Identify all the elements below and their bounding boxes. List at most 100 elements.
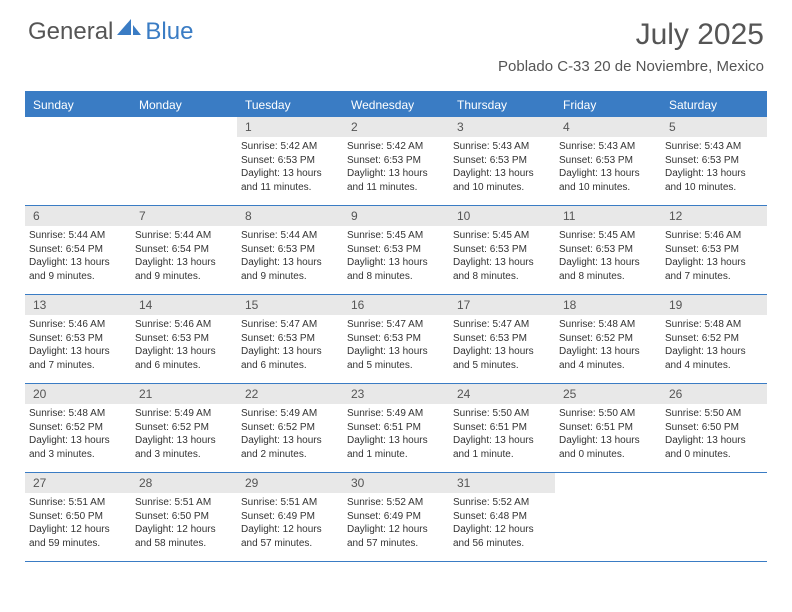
sunrise-line: Sunrise: 5:44 AM — [29, 229, 125, 243]
calendar-cell: 16Sunrise: 5:47 AMSunset: 6:53 PMDayligh… — [343, 295, 449, 383]
day-number: 4 — [555, 117, 661, 137]
calendar-cell: 8Sunrise: 5:44 AMSunset: 6:53 PMDaylight… — [237, 206, 343, 294]
sunrise-line: Sunrise: 5:49 AM — [135, 407, 231, 421]
day-info: Sunrise: 5:44 AMSunset: 6:54 PMDaylight:… — [131, 226, 237, 286]
daylight-line: Daylight: 13 hours and 4 minutes. — [559, 345, 655, 372]
day-info: Sunrise: 5:50 AMSunset: 6:50 PMDaylight:… — [661, 404, 767, 464]
daylight-line: Daylight: 13 hours and 8 minutes. — [559, 256, 655, 283]
sunset-line: Sunset: 6:51 PM — [559, 421, 655, 435]
sunset-line: Sunset: 6:52 PM — [135, 421, 231, 435]
day-number: 21 — [131, 384, 237, 404]
week-row: 20Sunrise: 5:48 AMSunset: 6:52 PMDayligh… — [25, 384, 767, 473]
day-info: Sunrise: 5:48 AMSunset: 6:52 PMDaylight:… — [661, 315, 767, 375]
daylight-line: Daylight: 13 hours and 5 minutes. — [347, 345, 443, 372]
logo-text-blue: Blue — [145, 18, 193, 46]
daylight-line: Daylight: 13 hours and 7 minutes. — [29, 345, 125, 372]
calendar-cell: 29Sunrise: 5:51 AMSunset: 6:49 PMDayligh… — [237, 473, 343, 561]
day-header-monday: Monday — [131, 93, 237, 117]
calendar-cell: 18Sunrise: 5:48 AMSunset: 6:52 PMDayligh… — [555, 295, 661, 383]
day-info: Sunrise: 5:52 AMSunset: 6:48 PMDaylight:… — [449, 493, 555, 553]
day-number: 11 — [555, 206, 661, 226]
daylight-line: Daylight: 13 hours and 3 minutes. — [29, 434, 125, 461]
week-row: 27Sunrise: 5:51 AMSunset: 6:50 PMDayligh… — [25, 473, 767, 562]
calendar-cell: 12Sunrise: 5:46 AMSunset: 6:53 PMDayligh… — [661, 206, 767, 294]
sunset-line: Sunset: 6:53 PM — [559, 243, 655, 257]
day-info: Sunrise: 5:44 AMSunset: 6:53 PMDaylight:… — [237, 226, 343, 286]
day-info: Sunrise: 5:52 AMSunset: 6:49 PMDaylight:… — [343, 493, 449, 553]
sunset-line: Sunset: 6:53 PM — [347, 332, 443, 346]
header-right: July 2025 Poblado C-33 20 de Noviembre, … — [498, 18, 764, 75]
day-info: Sunrise: 5:45 AMSunset: 6:53 PMDaylight:… — [449, 226, 555, 286]
day-info: Sunrise: 5:44 AMSunset: 6:54 PMDaylight:… — [25, 226, 131, 286]
sunrise-line: Sunrise: 5:49 AM — [347, 407, 443, 421]
calendar-cell: 27Sunrise: 5:51 AMSunset: 6:50 PMDayligh… — [25, 473, 131, 561]
day-number: 8 — [237, 206, 343, 226]
daylight-line: Daylight: 13 hours and 8 minutes. — [453, 256, 549, 283]
day-number: 15 — [237, 295, 343, 315]
day-number: 10 — [449, 206, 555, 226]
day-number: 2 — [343, 117, 449, 137]
day-info: Sunrise: 5:47 AMSunset: 6:53 PMDaylight:… — [449, 315, 555, 375]
sunset-line: Sunset: 6:50 PM — [665, 421, 761, 435]
week-row: 6Sunrise: 5:44 AMSunset: 6:54 PMDaylight… — [25, 206, 767, 295]
day-info: Sunrise: 5:50 AMSunset: 6:51 PMDaylight:… — [555, 404, 661, 464]
daylight-line: Daylight: 13 hours and 9 minutes. — [29, 256, 125, 283]
calendar-cell: 26Sunrise: 5:50 AMSunset: 6:50 PMDayligh… — [661, 384, 767, 472]
day-header-sunday: Sunday — [25, 93, 131, 117]
sunrise-line: Sunrise: 5:46 AM — [665, 229, 761, 243]
sunrise-line: Sunrise: 5:51 AM — [29, 496, 125, 510]
calendar-cell: 17Sunrise: 5:47 AMSunset: 6:53 PMDayligh… — [449, 295, 555, 383]
calendar-cell: 21Sunrise: 5:49 AMSunset: 6:52 PMDayligh… — [131, 384, 237, 472]
daylight-line: Daylight: 13 hours and 11 minutes. — [241, 167, 337, 194]
daylight-line: Daylight: 13 hours and 4 minutes. — [665, 345, 761, 372]
sunset-line: Sunset: 6:53 PM — [241, 243, 337, 257]
day-number: 16 — [343, 295, 449, 315]
sunset-line: Sunset: 6:53 PM — [135, 332, 231, 346]
day-number: 7 — [131, 206, 237, 226]
sunrise-line: Sunrise: 5:51 AM — [241, 496, 337, 510]
sunset-line: Sunset: 6:53 PM — [665, 154, 761, 168]
daylight-line: Daylight: 13 hours and 10 minutes. — [665, 167, 761, 194]
day-number: 26 — [661, 384, 767, 404]
day-number: 22 — [237, 384, 343, 404]
day-header-tuesday: Tuesday — [237, 93, 343, 117]
calendar-cell: 24Sunrise: 5:50 AMSunset: 6:51 PMDayligh… — [449, 384, 555, 472]
calendar-cell: 30Sunrise: 5:52 AMSunset: 6:49 PMDayligh… — [343, 473, 449, 561]
daylight-line: Daylight: 13 hours and 11 minutes. — [347, 167, 443, 194]
calendar-cell: 11Sunrise: 5:45 AMSunset: 6:53 PMDayligh… — [555, 206, 661, 294]
calendar-cell — [25, 117, 131, 205]
day-info: Sunrise: 5:46 AMSunset: 6:53 PMDaylight:… — [25, 315, 131, 375]
sunrise-line: Sunrise: 5:43 AM — [665, 140, 761, 154]
day-info: Sunrise: 5:47 AMSunset: 6:53 PMDaylight:… — [343, 315, 449, 375]
calendar-cell: 2Sunrise: 5:42 AMSunset: 6:53 PMDaylight… — [343, 117, 449, 205]
day-number: 1 — [237, 117, 343, 137]
calendar-cell — [555, 473, 661, 561]
day-number: 31 — [449, 473, 555, 493]
day-number: 24 — [449, 384, 555, 404]
daylight-line: Daylight: 13 hours and 10 minutes. — [453, 167, 549, 194]
day-info: Sunrise: 5:47 AMSunset: 6:53 PMDaylight:… — [237, 315, 343, 375]
sunset-line: Sunset: 6:53 PM — [347, 243, 443, 257]
sunset-line: Sunset: 6:53 PM — [453, 332, 549, 346]
calendar-cell — [661, 473, 767, 561]
day-number: 30 — [343, 473, 449, 493]
sunrise-line: Sunrise: 5:46 AM — [135, 318, 231, 332]
day-header-thursday: Thursday — [449, 93, 555, 117]
day-number: 14 — [131, 295, 237, 315]
sunrise-line: Sunrise: 5:48 AM — [559, 318, 655, 332]
daylight-line: Daylight: 13 hours and 1 minute. — [347, 434, 443, 461]
day-info: Sunrise: 5:46 AMSunset: 6:53 PMDaylight:… — [661, 226, 767, 286]
logo: General Blue — [28, 18, 193, 46]
calendar-cell: 20Sunrise: 5:48 AMSunset: 6:52 PMDayligh… — [25, 384, 131, 472]
week-row: 13Sunrise: 5:46 AMSunset: 6:53 PMDayligh… — [25, 295, 767, 384]
daylight-line: Daylight: 13 hours and 9 minutes. — [241, 256, 337, 283]
calendar-cell: 19Sunrise: 5:48 AMSunset: 6:52 PMDayligh… — [661, 295, 767, 383]
day-info: Sunrise: 5:43 AMSunset: 6:53 PMDaylight:… — [555, 137, 661, 197]
day-info: Sunrise: 5:48 AMSunset: 6:52 PMDaylight:… — [555, 315, 661, 375]
sunrise-line: Sunrise: 5:50 AM — [665, 407, 761, 421]
day-number: 19 — [661, 295, 767, 315]
week-row: 1Sunrise: 5:42 AMSunset: 6:53 PMDaylight… — [25, 117, 767, 206]
calendar-cell: 31Sunrise: 5:52 AMSunset: 6:48 PMDayligh… — [449, 473, 555, 561]
day-number: 23 — [343, 384, 449, 404]
sunset-line: Sunset: 6:52 PM — [559, 332, 655, 346]
